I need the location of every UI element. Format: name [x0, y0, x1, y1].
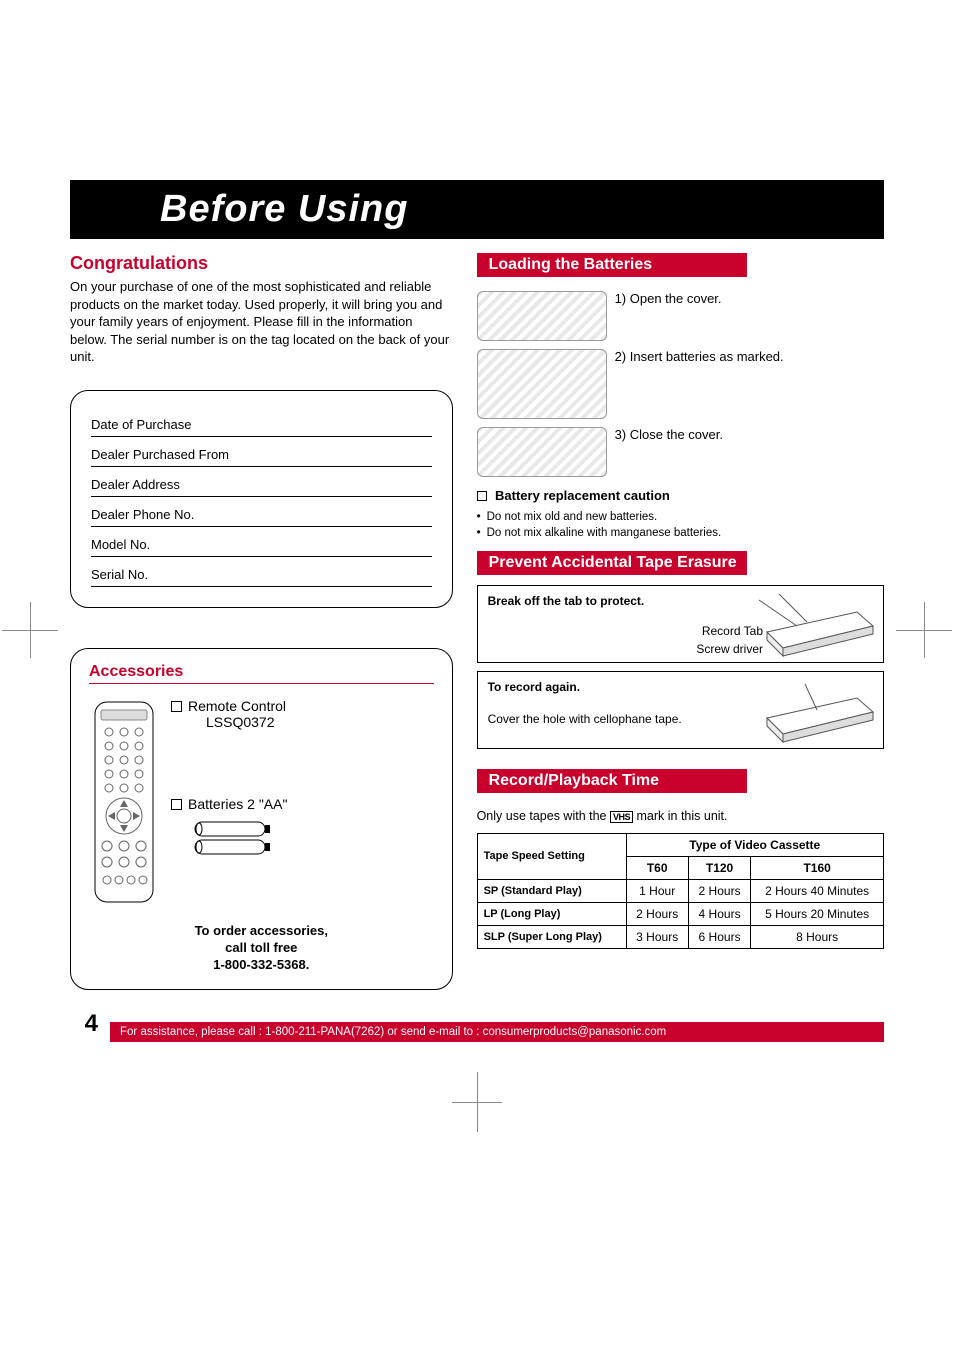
table-row: LP (Long Play) 2 Hours 4 Hours 5 Hours 2… [477, 903, 883, 926]
page-title: Before Using [160, 188, 884, 231]
remote-insert-icon [477, 349, 607, 419]
info-field: Date of Purchase [91, 407, 432, 437]
section-heading-loading: Loading the Batteries [477, 253, 747, 277]
accessory-label: Batteries 2 "AA" [188, 796, 287, 812]
info-field: Model No. [91, 527, 432, 557]
accessory-model: LSSQ0372 [206, 714, 275, 730]
accessories-box: Accessories [70, 648, 453, 991]
title-bar: Before Using [70, 180, 884, 239]
record-tab-label: Record Tab [702, 624, 763, 638]
table-col-header: T160 [751, 857, 884, 880]
cassette-icon [757, 678, 877, 744]
screwdriver-label: Screw driver [696, 642, 763, 656]
accessories-heading: Accessories [89, 663, 434, 684]
battery-icon [189, 818, 434, 861]
tape-protect-box: Break off the tab to protect. Record Tab… [477, 585, 884, 663]
info-field: Serial No. [91, 557, 432, 587]
battery-caution: Battery replacement caution Do not mix o… [477, 487, 884, 541]
checkbox-icon [171, 701, 182, 712]
congratulations-heading: Congratulations [70, 253, 453, 274]
table-group-header: Type of Video Cassette [626, 834, 884, 857]
remote-close-icon [477, 427, 607, 477]
table-col-header: T120 [688, 857, 750, 880]
table-corner-header: Tape Speed Setting [477, 834, 626, 880]
assistance-bar: For assistance, please call : 1-800-211-… [110, 1022, 884, 1042]
page-number: 4 [70, 1010, 98, 1038]
table-row: SLP (Super Long Play) 3 Hours 6 Hours 8 … [477, 926, 883, 949]
loading-step: 1) Open the cover. [615, 291, 722, 306]
congratulations-body: On your purchase of one of the most soph… [70, 278, 453, 366]
vhs-note: Only use tapes with the VHS mark in this… [477, 809, 884, 823]
table-row: SP (Standard Play) 1 Hour 2 Hours 2 Hour… [477, 880, 883, 903]
cassette-icon [757, 592, 877, 658]
section-heading-record: Record/Playback Time [477, 769, 747, 793]
caution-item: Do not mix alkaline with manganese batte… [477, 525, 884, 541]
checkbox-icon [477, 491, 487, 501]
caution-item: Do not mix old and new batteries. [477, 509, 884, 525]
loading-step: 3) Close the cover. [615, 427, 723, 442]
crop-mark-icon [70, 1072, 884, 1152]
loading-step: 2) Insert batteries as marked. [615, 349, 784, 364]
accessory-label: Remote Control [188, 698, 286, 714]
accessory-item: Batteries 2 "AA" [171, 796, 434, 812]
vhs-mark-icon: VHS [610, 811, 633, 823]
info-field: Dealer Phone No. [91, 497, 432, 527]
loading-diagram: 1) Open the cover. 2) Insert batteries a… [477, 291, 884, 477]
record-playback-table: Tape Speed Setting Type of Video Cassett… [477, 833, 884, 949]
purchase-info-box: Date of Purchase Dealer Purchased From D… [70, 390, 453, 608]
page-footer: 4 For assistance, please call : 1-800-21… [70, 1006, 884, 1042]
order-accessories-note: To order accessories, call toll free 1-8… [89, 923, 434, 974]
right-column: Loading the Batteries 1) Open the cover.… [477, 253, 884, 990]
checkbox-icon [171, 799, 182, 810]
table-col-header: T60 [626, 857, 688, 880]
tape-record-again-box: To record again. Cover the hole with cel… [477, 671, 884, 749]
crop-mark-icon [904, 610, 944, 650]
accessory-item: Remote Control LSSQ0372 [171, 698, 434, 730]
info-field: Dealer Address [91, 467, 432, 497]
remote-control-icon [89, 698, 159, 913]
info-field: Dealer Purchased From [91, 437, 432, 467]
left-column: Congratulations On your purchase of one … [70, 253, 453, 990]
section-heading-prevent: Prevent Accidental Tape Erasure [477, 551, 747, 575]
manual-page: Before Using Congratulations On your pur… [0, 0, 954, 1192]
battery-caution-heading: Battery replacement caution [495, 488, 670, 503]
remote-open-icon [477, 291, 607, 341]
crop-mark-icon [10, 610, 50, 650]
